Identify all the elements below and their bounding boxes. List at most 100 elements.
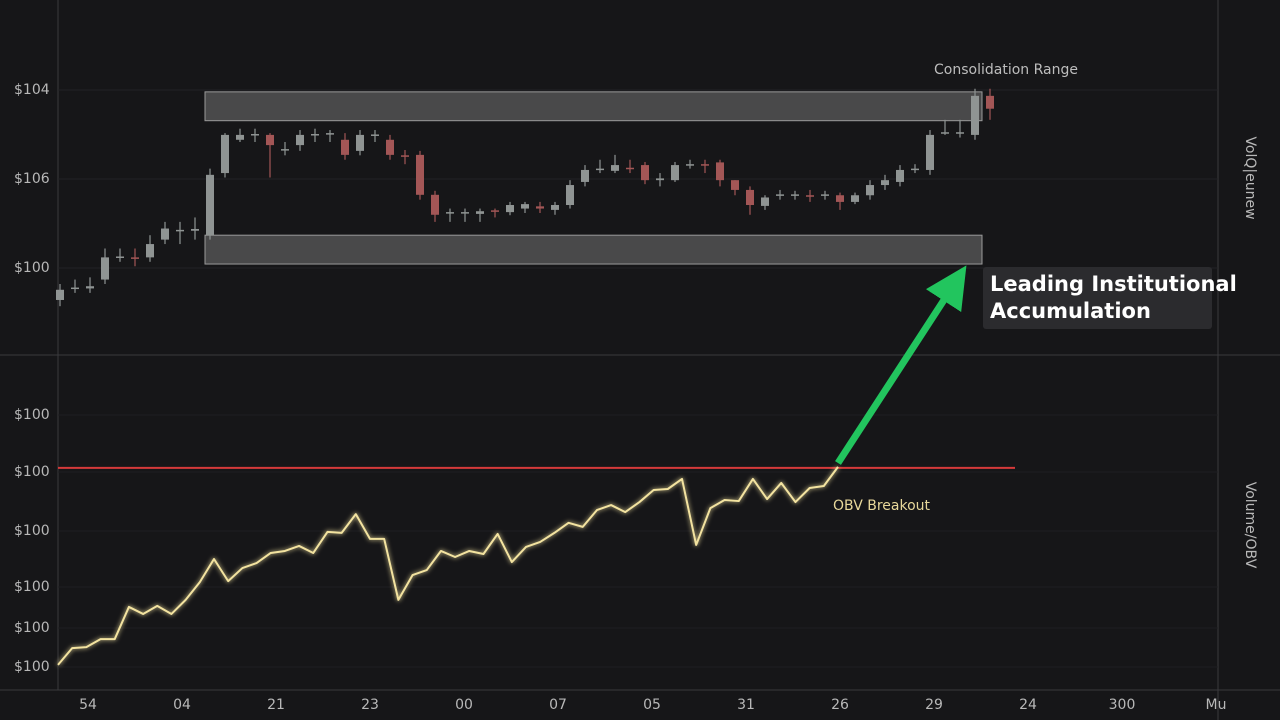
candle-body bbox=[251, 134, 259, 136]
side-label: Volume/OBV bbox=[1242, 482, 1258, 569]
y-tick-label: $106 bbox=[14, 171, 50, 187]
y-tick-label: $100 bbox=[14, 260, 50, 276]
candle-body bbox=[866, 185, 874, 196]
x-tick-label: 29 bbox=[925, 697, 943, 713]
y-tick-label: $104 bbox=[14, 82, 50, 98]
candle-body bbox=[356, 134, 364, 151]
candle-body bbox=[146, 244, 154, 258]
candle-body bbox=[71, 287, 79, 290]
callout-line: Accumulation bbox=[990, 299, 1151, 323]
callout-box bbox=[983, 267, 1212, 329]
range-zone bbox=[204, 91, 983, 122]
range-zone bbox=[204, 234, 983, 265]
candle-body bbox=[896, 169, 904, 182]
side-label: VolQ|eunew bbox=[1242, 136, 1258, 219]
candle-body bbox=[731, 180, 739, 190]
candle-body bbox=[641, 165, 649, 181]
candle-body bbox=[476, 211, 484, 214]
callout-line: Leading Institutional bbox=[990, 272, 1237, 296]
candle-body bbox=[116, 256, 124, 258]
candle-body bbox=[101, 257, 109, 280]
candle-body bbox=[281, 149, 289, 151]
candle-body bbox=[446, 212, 454, 214]
x-tick-label: 00 bbox=[455, 697, 473, 713]
candle-body bbox=[176, 229, 184, 232]
candle-body bbox=[461, 212, 469, 214]
candle-body bbox=[431, 194, 439, 215]
candle-body bbox=[581, 169, 589, 182]
candle-body bbox=[191, 228, 199, 231]
candle-body bbox=[56, 289, 64, 300]
candle-body bbox=[806, 195, 814, 197]
candle-body bbox=[836, 195, 844, 202]
candle-body bbox=[671, 165, 679, 181]
y-tick-label: $100 bbox=[14, 659, 50, 675]
candle-body bbox=[596, 168, 604, 171]
x-tick-label: 24 bbox=[1019, 697, 1037, 713]
candle-body bbox=[341, 139, 349, 155]
y-tick-label: $100 bbox=[14, 464, 50, 480]
candle-body bbox=[566, 185, 574, 206]
x-tick-label: 21 bbox=[267, 697, 285, 713]
candle-body bbox=[386, 139, 394, 155]
candle-body bbox=[956, 132, 964, 134]
candle-body bbox=[686, 164, 694, 166]
x-tick-label: 26 bbox=[831, 697, 849, 713]
candle-body bbox=[506, 205, 514, 213]
y-tick-label: $100 bbox=[14, 620, 50, 636]
candle-body bbox=[611, 165, 619, 171]
candle-body bbox=[131, 257, 139, 259]
candle-body bbox=[491, 210, 499, 212]
candle-body bbox=[536, 206, 544, 209]
candle-body bbox=[311, 134, 319, 136]
candle-body bbox=[746, 189, 754, 206]
candle-body bbox=[416, 154, 424, 195]
x-tick-label: 54 bbox=[79, 697, 97, 713]
candle-body bbox=[236, 134, 244, 140]
candle-body bbox=[821, 194, 829, 196]
candle-body bbox=[296, 134, 304, 146]
candle-body bbox=[86, 286, 94, 289]
candle-body bbox=[401, 155, 409, 157]
candle-body bbox=[986, 95, 994, 109]
candle-body bbox=[326, 133, 334, 135]
candle-body bbox=[206, 174, 214, 236]
y-tick-label: $100 bbox=[14, 523, 50, 539]
obv-line bbox=[57, 466, 839, 666]
candle-body bbox=[761, 197, 769, 206]
candle-body bbox=[716, 162, 724, 181]
arrow bbox=[835, 265, 967, 465]
candle-body bbox=[971, 95, 979, 135]
x-tick-label: 04 bbox=[173, 697, 191, 713]
y-tick-label: $100 bbox=[14, 407, 50, 423]
candle-body bbox=[911, 168, 919, 171]
candle-body bbox=[701, 164, 709, 166]
candle-body bbox=[626, 167, 634, 170]
x-tick-label: 07 bbox=[549, 697, 567, 713]
x-tick-label: 23 bbox=[361, 697, 379, 713]
candle-body bbox=[656, 178, 664, 181]
candle-body bbox=[266, 134, 274, 146]
candle-body bbox=[521, 204, 529, 209]
x-tick-label: 05 bbox=[643, 697, 661, 713]
range-label: Consolidation Range bbox=[934, 62, 1078, 78]
plot-layer: $104 $106 $100 $100 $100 $100 $100 $100 $100 54 04… bbox=[14, 82, 1226, 713]
x-tick-label: 31 bbox=[737, 697, 755, 713]
x-tick-label: Mu bbox=[1206, 697, 1227, 713]
candle-body bbox=[851, 195, 859, 202]
candle-body bbox=[776, 194, 784, 196]
x-tick-label: 300 bbox=[1109, 697, 1136, 713]
breakout-label: OBV Breakout bbox=[833, 498, 931, 514]
candle-body bbox=[161, 228, 169, 240]
candle-body bbox=[371, 134, 379, 136]
candle-body bbox=[941, 132, 949, 134]
y-tick-label: $100 bbox=[14, 579, 50, 595]
candle-body bbox=[791, 194, 799, 196]
candle-body bbox=[551, 205, 559, 210]
candle-body bbox=[926, 134, 934, 170]
candle-body bbox=[881, 180, 889, 186]
candle-body bbox=[221, 134, 229, 174]
